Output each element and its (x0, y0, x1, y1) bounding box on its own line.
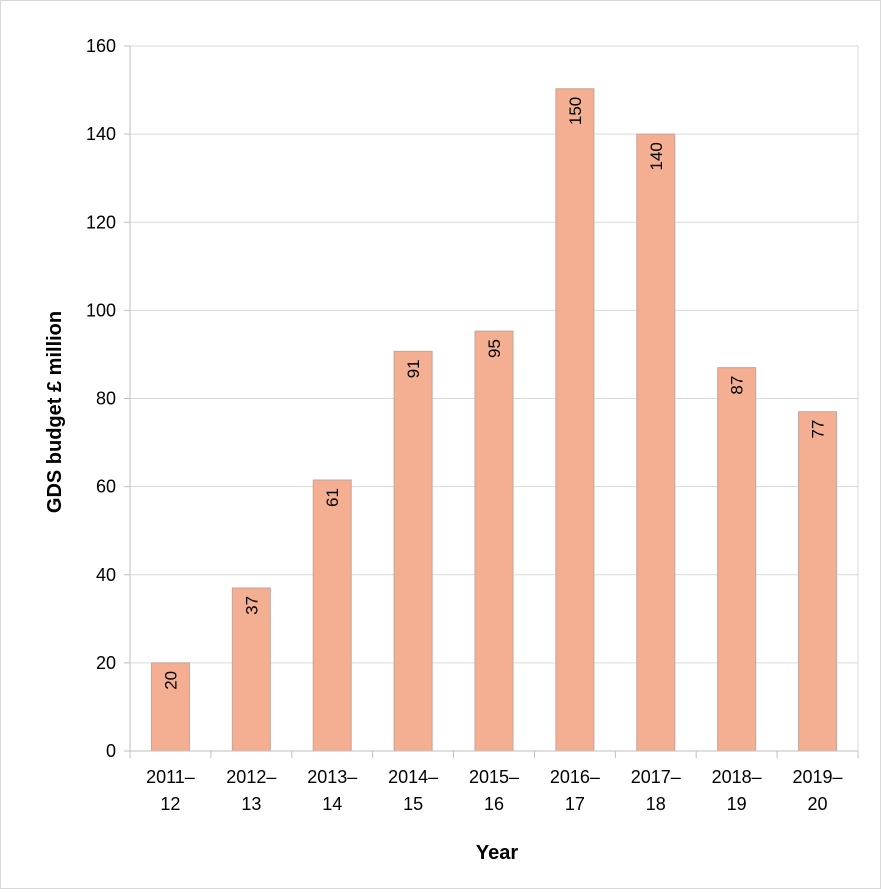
bars (150, 88, 838, 752)
bar (474, 330, 514, 752)
bar (150, 662, 190, 752)
x-tick-label: 2017– 18 (631, 767, 681, 814)
x-tick-label: 2015– 16 (469, 767, 519, 814)
y-tick-label: 120 (86, 212, 116, 232)
bar (555, 88, 595, 752)
bar (636, 133, 676, 752)
data-label: 91 (404, 359, 423, 378)
data-label: 150 (566, 97, 585, 125)
bar (798, 411, 838, 752)
axes (124, 45, 859, 758)
bar (231, 587, 271, 752)
y-axis-title: GDS budget £ million (44, 311, 66, 513)
x-tick-label: 2018– 19 (712, 767, 762, 814)
gridlines (130, 45, 859, 751)
x-tick-label: 2019– 20 (793, 767, 843, 814)
data-labels: 20 37 61 91 95 150 140 87 77 (161, 97, 827, 690)
x-tick-label: 2013– 14 (307, 767, 357, 814)
data-label: 87 (728, 376, 747, 395)
y-tick-label: 20 (96, 653, 116, 673)
x-tick-label: 2012– 13 (226, 767, 276, 814)
x-tick-label: 2011– 12 (146, 767, 195, 814)
y-tick-label: 0 (106, 741, 116, 761)
data-label: 95 (485, 339, 504, 358)
bar (312, 479, 352, 752)
data-label: 61 (323, 488, 342, 507)
tick-labels: 0 20 40 60 80 100 120 140 160 2011– 12 2012– 13 2013–… (86, 36, 843, 814)
y-tick-label: 40 (96, 565, 116, 585)
y-tick-label: 160 (86, 36, 116, 56)
x-tick-label: 2014– 15 (388, 767, 438, 814)
x-axis-title: Year (476, 842, 518, 864)
data-label: 20 (161, 671, 180, 690)
y-tick-label: 100 (86, 300, 116, 320)
data-label: 37 (242, 596, 261, 615)
y-tick-label: 140 (86, 124, 116, 144)
y-tick-label: 80 (96, 389, 116, 409)
data-label: 77 (809, 420, 828, 439)
bar (393, 350, 433, 752)
bar (717, 367, 757, 752)
y-tick-label: 60 (96, 477, 116, 497)
data-label: 140 (647, 142, 666, 170)
x-tick-label: 2016– 17 (550, 767, 600, 814)
